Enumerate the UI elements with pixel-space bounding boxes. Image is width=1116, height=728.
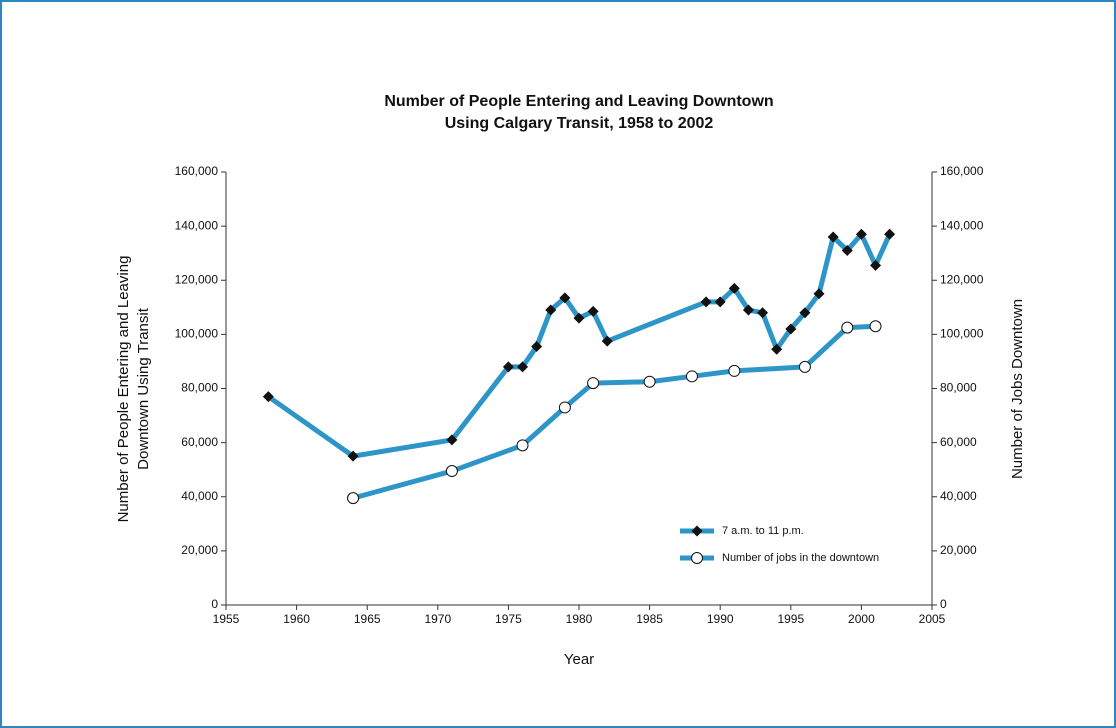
y-tick-label: 80,000 <box>181 381 218 395</box>
point <box>742 304 754 316</box>
point <box>517 361 529 373</box>
point <box>771 343 783 355</box>
point <box>799 307 811 319</box>
y-tick-label: 20,000 <box>181 543 218 557</box>
x-tick-label: 2005 <box>919 612 946 626</box>
chart-title: Using Calgary Transit, 1958 to 2002 <box>445 115 714 132</box>
x-tick-label: 1970 <box>424 612 451 626</box>
point <box>446 434 458 446</box>
point <box>785 323 797 335</box>
x-tick-label: 1975 <box>495 612 522 626</box>
legend-label: Number of jobs in the downtown <box>722 552 879 564</box>
x-tick-label: 1960 <box>283 612 310 626</box>
x-tick-label: 2000 <box>848 612 875 626</box>
legend-marker <box>691 552 703 564</box>
x-tick-label: 1995 <box>777 612 804 626</box>
point <box>685 370 698 383</box>
point <box>347 492 360 505</box>
x-axis-title: Year <box>564 651 594 668</box>
y-axis-title: Number of People Entering and Leaving <box>115 256 132 523</box>
point <box>714 296 726 308</box>
point <box>545 304 557 316</box>
y2-tick-label: 100,000 <box>940 327 984 341</box>
y-tick-label: 140,000 <box>175 218 219 232</box>
x-tick-label: 1980 <box>566 612 593 626</box>
y2-axis-title: Number of Jobs Downtown <box>1009 299 1026 479</box>
x-tick-label: 1985 <box>636 612 663 626</box>
y2-tick-label: 20,000 <box>940 543 977 557</box>
point <box>870 259 882 271</box>
x-tick-label: 1955 <box>213 612 240 626</box>
point <box>559 292 571 304</box>
point <box>587 377 600 390</box>
y2-tick-label: 120,000 <box>940 272 984 286</box>
point <box>558 401 571 414</box>
y-tick-label: 0 <box>211 597 218 611</box>
point <box>855 228 867 240</box>
point <box>728 282 740 294</box>
y2-tick-label: 40,000 <box>940 489 977 503</box>
chart-title: Number of People Entering and Leaving Do… <box>384 93 773 110</box>
point <box>516 439 529 452</box>
x-tick-label: 1965 <box>354 612 381 626</box>
point <box>347 450 359 462</box>
point <box>531 341 543 353</box>
point <box>728 364 741 377</box>
y2-tick-label: 60,000 <box>940 435 977 449</box>
y-tick-label: 160,000 <box>175 164 219 178</box>
point <box>573 312 585 324</box>
point <box>601 335 613 347</box>
point <box>884 228 896 240</box>
y-tick-label: 60,000 <box>181 435 218 449</box>
point <box>757 307 769 319</box>
y2-tick-label: 140,000 <box>940 218 984 232</box>
point <box>827 231 839 243</box>
y-axis-title: Downtown Using Transit <box>135 307 152 470</box>
y-tick-label: 100,000 <box>175 327 219 341</box>
point <box>869 320 882 333</box>
point <box>841 244 853 256</box>
point <box>700 296 712 308</box>
y-tick-label: 40,000 <box>181 489 218 503</box>
y2-tick-label: 160,000 <box>940 164 984 178</box>
legend-label: 7 a.m. to 11 p.m. <box>722 525 804 537</box>
point <box>502 361 514 373</box>
point <box>798 360 811 373</box>
point <box>813 288 825 300</box>
legend-marker <box>691 525 703 537</box>
point <box>587 305 599 317</box>
y-tick-label: 120,000 <box>175 272 219 286</box>
x-tick-label: 1990 <box>707 612 734 626</box>
point <box>841 321 854 334</box>
y2-tick-label: 80,000 <box>940 381 977 395</box>
point <box>445 465 458 478</box>
point <box>262 391 274 403</box>
y2-tick-label: 0 <box>940 597 947 611</box>
point <box>643 375 656 388</box>
